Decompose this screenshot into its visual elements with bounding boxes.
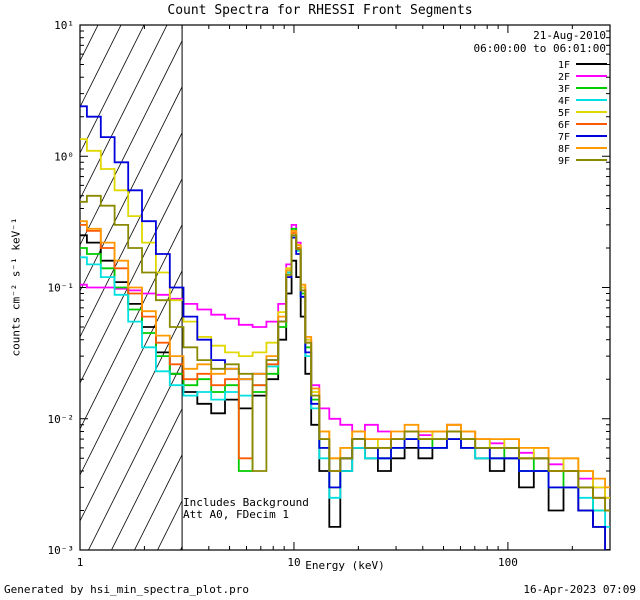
series-9F (80, 194, 610, 512)
x-axis-label: Energy (keV) (305, 559, 385, 572)
legend-label-4F: 4F (558, 96, 570, 107)
svg-text:1: 1 (77, 556, 84, 569)
svg-text:10⁻³: 10⁻³ (48, 544, 75, 557)
series-3F (80, 227, 610, 512)
attenuator-annotation: Att A0, FDecim 1 (183, 508, 289, 521)
axis-tick-labels: 1 10 100 10¹ 10⁰ 10⁻¹ 10⁻² 10⁻³ (48, 19, 518, 569)
legend-label-6F: 6F (558, 120, 570, 131)
series-6F (80, 224, 610, 512)
legend-label-1F: 1F (558, 60, 570, 71)
legend-label-9F: 9F (558, 156, 570, 167)
hatch-region (80, 25, 183, 550)
plot-frame (79, 24, 611, 551)
series-4F (80, 234, 610, 528)
svg-text:10⁰: 10⁰ (54, 150, 74, 163)
svg-text:10: 10 (287, 556, 300, 569)
legend-label-7F: 7F (558, 132, 570, 143)
time-range-label: 06:00:00 to 06:01:00 (473, 42, 606, 55)
legend-label-5F: 5F (558, 108, 570, 119)
background-annotation: Includes Background (183, 496, 309, 509)
svg-text:10⁻¹: 10⁻¹ (48, 282, 75, 295)
generated-timestamp: 16-Apr-2023 07:09 (523, 583, 636, 596)
y-axis-label: counts cm⁻² s⁻¹ keV⁻¹ (9, 217, 23, 357)
series-8F (80, 220, 610, 489)
chart-title: Count Spectra for RHESSI Front Segments (167, 3, 473, 18)
legend-label-8F: 8F (558, 144, 570, 155)
svg-text:10¹: 10¹ (54, 19, 74, 32)
series-5F (80, 138, 610, 499)
svg-text:10⁻²: 10⁻² (48, 413, 75, 426)
spectra-series (80, 105, 610, 550)
generator-label: Generated by hsi_min_spectra_plot.pro (4, 583, 250, 596)
legend-label-2F: 2F (558, 72, 570, 83)
svg-text:100: 100 (498, 556, 518, 569)
series-7F (80, 105, 606, 550)
series-1F (80, 234, 610, 550)
date-label: 21-Aug-2010 (533, 29, 606, 42)
legend-label-3F: 3F (558, 84, 570, 95)
